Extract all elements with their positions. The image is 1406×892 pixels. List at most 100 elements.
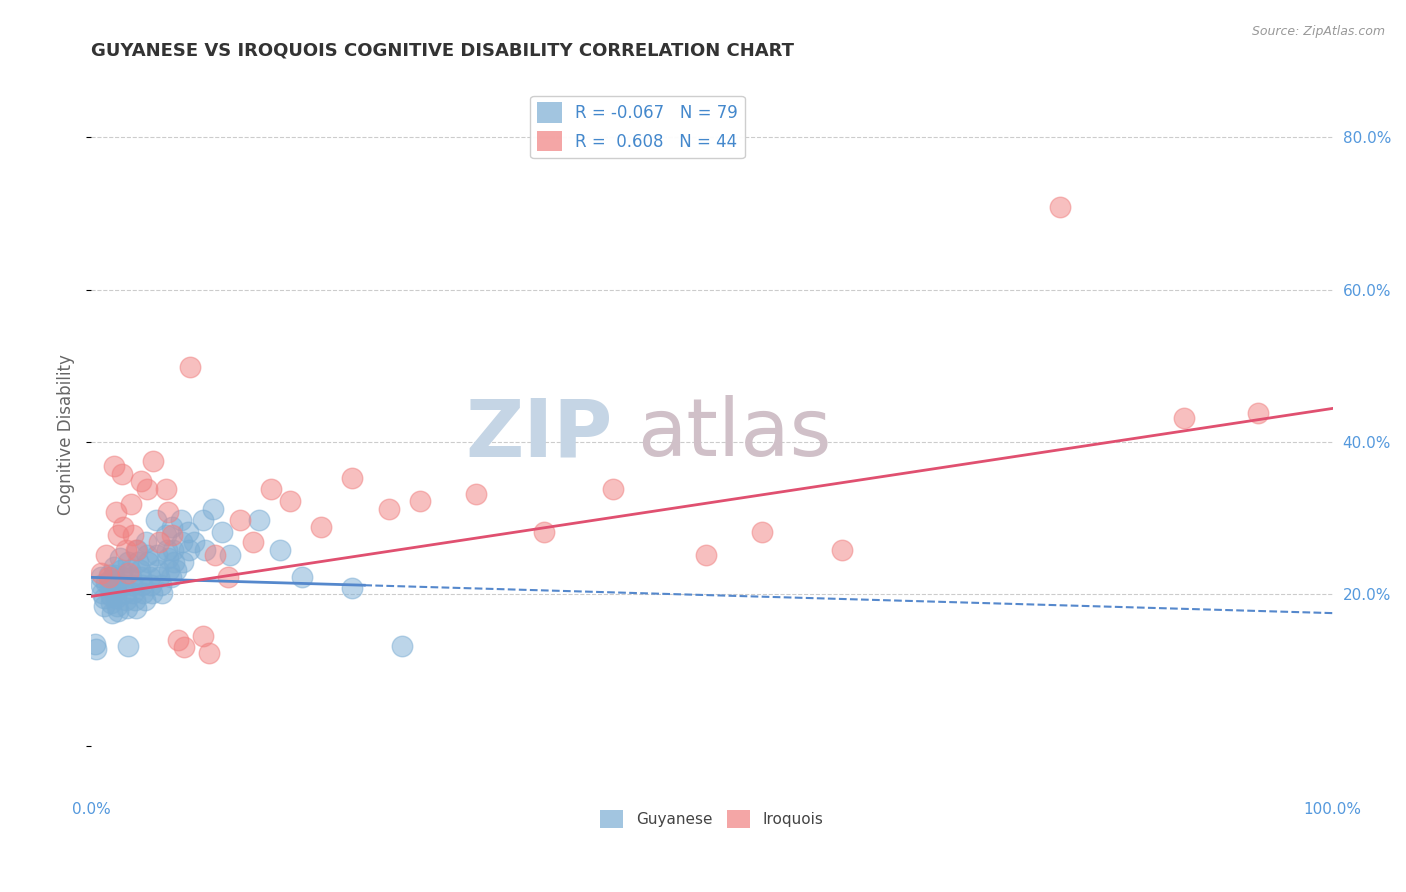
Point: [90, 566, 112, 580]
Point: [1049, 201, 1071, 215]
Point: [105, 599, 128, 613]
Point: [142, 454, 165, 468]
Point: [139, 578, 162, 592]
Point: [217, 570, 239, 584]
Point: [219, 548, 242, 562]
Point: [117, 639, 139, 653]
Point: [93, 591, 115, 605]
Point: [211, 524, 233, 539]
Point: [160, 527, 183, 541]
Point: [378, 501, 401, 516]
Point: [114, 585, 136, 599]
Point: [157, 550, 180, 565]
Point: [751, 524, 773, 539]
Point: [117, 566, 139, 580]
Point: [391, 639, 413, 653]
Point: [112, 578, 135, 592]
Point: [90, 570, 112, 584]
Point: [170, 535, 193, 549]
Point: [94, 575, 117, 590]
Point: [204, 548, 226, 562]
Point: [150, 585, 173, 599]
Point: [115, 600, 138, 615]
Point: [125, 543, 148, 558]
Point: [101, 606, 124, 620]
Point: [107, 527, 129, 541]
Point: [340, 581, 363, 595]
Point: [157, 505, 180, 519]
Point: [172, 555, 194, 569]
Point: [111, 467, 134, 481]
Point: [183, 535, 205, 549]
Point: [141, 585, 163, 599]
Point: [148, 570, 170, 584]
Point: [191, 512, 214, 526]
Point: [169, 512, 191, 526]
Point: [127, 555, 149, 569]
Point: [111, 570, 134, 584]
Point: [104, 591, 127, 605]
Point: [134, 593, 156, 607]
Point: [83, 636, 105, 650]
Point: [127, 543, 149, 558]
Point: [260, 482, 283, 496]
Point: [110, 563, 132, 577]
Point: [136, 548, 159, 562]
Point: [162, 543, 184, 558]
Point: [340, 471, 363, 485]
Point: [135, 535, 157, 549]
Point: [122, 527, 145, 541]
Point: [177, 524, 200, 539]
Point: [269, 543, 291, 558]
Y-axis label: Cognitive Disability: Cognitive Disability: [58, 354, 75, 515]
Point: [97, 568, 120, 582]
Point: [159, 570, 181, 584]
Point: [831, 543, 853, 558]
Point: [100, 596, 122, 610]
Text: ZIP: ZIP: [465, 395, 613, 474]
Point: [131, 578, 153, 592]
Point: [138, 570, 160, 584]
Point: [160, 520, 183, 534]
Text: atlas: atlas: [637, 395, 832, 474]
Point: [120, 497, 142, 511]
Point: [533, 524, 555, 539]
Point: [465, 486, 488, 500]
Point: [124, 593, 146, 607]
Point: [103, 459, 125, 474]
Point: [108, 550, 131, 565]
Point: [191, 629, 214, 643]
Point: [128, 563, 150, 577]
Point: [100, 589, 122, 603]
Point: [136, 555, 159, 569]
Point: [118, 563, 141, 577]
Point: [104, 575, 127, 590]
Point: [278, 494, 301, 508]
Point: [104, 505, 127, 519]
Point: [247, 512, 270, 526]
Point: [97, 570, 120, 584]
Point: [409, 494, 432, 508]
Point: [145, 512, 167, 526]
Point: [148, 535, 170, 549]
Point: [148, 563, 170, 577]
Point: [121, 578, 143, 592]
Point: [84, 641, 107, 656]
Point: [155, 482, 177, 496]
Point: [129, 570, 152, 584]
Point: [91, 585, 114, 599]
Point: [107, 604, 129, 618]
Point: [201, 501, 224, 516]
Point: [103, 560, 125, 574]
Point: [602, 482, 624, 496]
Point: [173, 640, 195, 655]
Text: Source: ZipAtlas.com: Source: ZipAtlas.com: [1251, 25, 1385, 38]
Point: [104, 583, 127, 598]
Point: [98, 574, 121, 588]
Point: [1247, 406, 1270, 420]
Point: [179, 543, 201, 558]
Point: [125, 600, 148, 615]
Point: [129, 475, 152, 489]
Point: [115, 543, 138, 558]
Point: [117, 555, 139, 569]
